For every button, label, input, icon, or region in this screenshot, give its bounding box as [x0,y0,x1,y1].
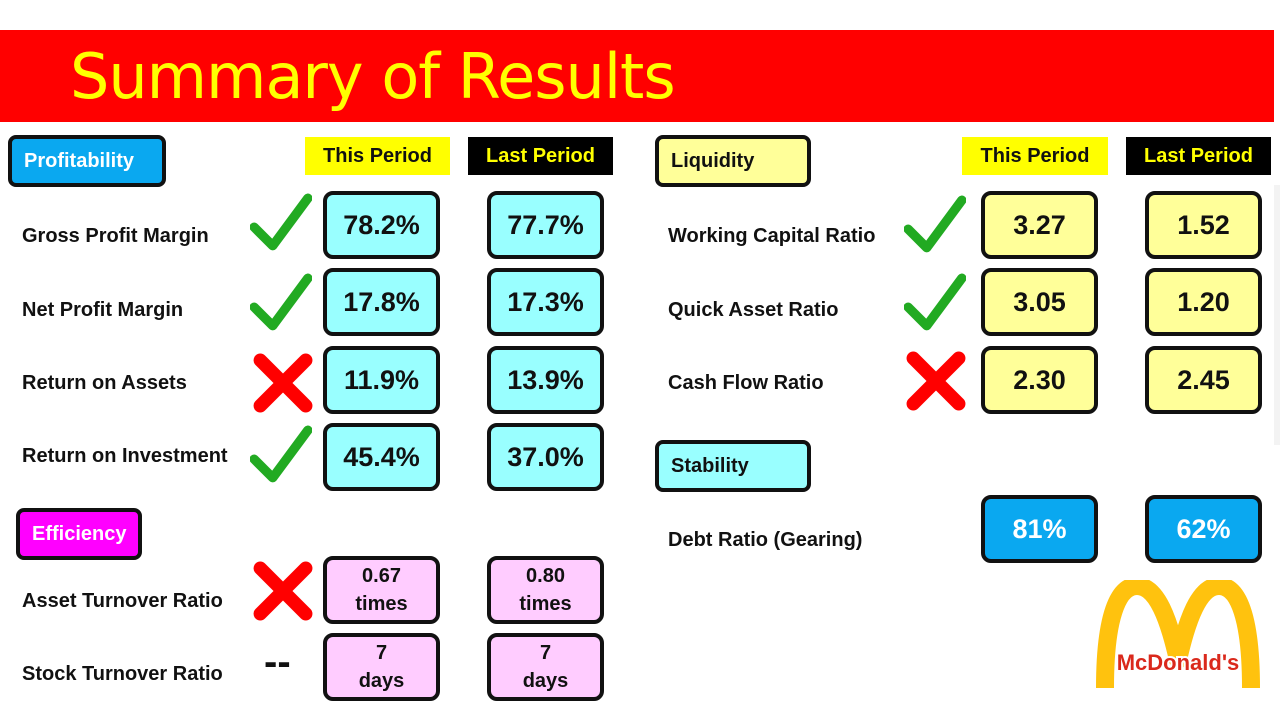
net-profit-margin-label: Net Profit Margin [22,299,184,321]
slide-edge-decoration [1274,185,1280,445]
liquidity-section-label: Liquidity [655,135,811,187]
gross-profit-margin-this: 78.2% [323,191,440,259]
quick-asset-ratio-this: 3.05 [981,268,1098,336]
cash-flow-ratio-last: 2.45 [1145,346,1262,414]
cash-flow-ratio-label: Cash Flow Ratio [668,372,824,394]
debt-ratio-last: 62% [1145,495,1262,563]
cross-icon [253,561,313,621]
cross-icon [253,353,313,413]
stock-turnover-last: 7 days [487,633,604,701]
golden-arches-logo: McDonald's [1096,580,1260,689]
value-text: 0.67 [362,565,401,587]
return-on-investment-label: Return on Investment [22,445,228,467]
check-icon [250,193,312,251]
check-icon [904,273,966,331]
quick-asset-ratio-label: Quick Asset Ratio [668,299,839,321]
working-capital-ratio-label: Working Capital Ratio [668,225,876,247]
gross-profit-margin-label: Gross Profit Margin [22,225,209,247]
stock-turnover-this: 7 days [323,633,440,701]
logo-text: McDonald's [1117,650,1240,675]
net-profit-margin-last: 17.3% [487,268,604,336]
cash-flow-ratio-this: 2.30 [981,346,1098,414]
value-text: 7 [375,642,388,664]
last-period-header-right: Last Period [1126,137,1271,175]
unit-text: times [355,593,408,615]
asset-turnover-last: 0.80 times [487,556,604,624]
this-period-header-left: This Period [305,137,450,175]
value-text: 7 [539,642,552,664]
debt-ratio-this: 81% [981,495,1098,563]
working-capital-ratio-this: 3.27 [981,191,1098,259]
efficiency-section-label: Efficiency [16,508,142,560]
working-capital-ratio-last: 1.52 [1145,191,1262,259]
asset-turnover-ratio-label: Asset Turnover Ratio [22,590,223,612]
check-icon [904,195,966,253]
unit-text: times [519,593,572,615]
asset-turnover-this: 0.67 times [323,556,440,624]
return-on-assets-last: 13.9% [487,346,604,414]
check-icon [250,425,312,483]
check-icon [250,273,312,331]
stock-turnover-ratio-label: Stock Turnover Ratio [22,663,223,685]
return-on-assets-this: 11.9% [323,346,440,414]
return-on-investment-this: 45.4% [323,423,440,491]
page-title: Summary of Results [70,40,676,113]
value-text: 0.80 [526,565,565,587]
return-on-assets-label: Return on Assets [22,372,187,394]
quick-asset-ratio-last: 1.20 [1145,268,1262,336]
stability-section-label: Stability [655,440,811,492]
unit-text: days [522,670,569,692]
title-banner: Summary of Results [0,30,1274,122]
cross-icon [906,351,966,411]
this-period-header-right: This Period [962,137,1108,175]
return-on-investment-last: 37.0% [487,423,604,491]
last-period-header-left: Last Period [468,137,613,175]
gross-profit-margin-last: 77.7% [487,191,604,259]
debt-ratio-label: Debt Ratio (Gearing) [668,529,863,551]
no-change-dash: -- [264,640,291,684]
unit-text: days [358,670,405,692]
net-profit-margin-this: 17.8% [323,268,440,336]
profitability-section-label: Profitability [8,135,166,187]
